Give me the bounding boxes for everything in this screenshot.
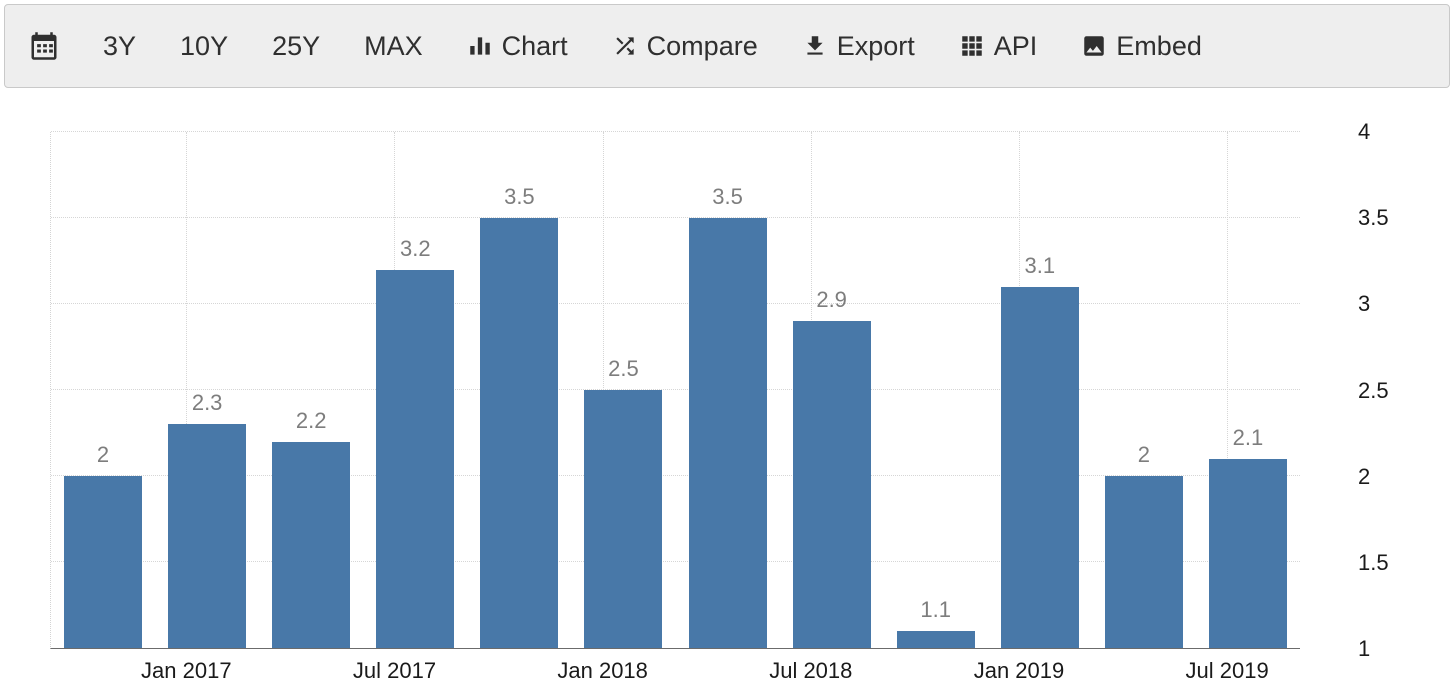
toolbar: 3Y 10Y 25Y MAX Chart Compare Export API: [4, 4, 1450, 88]
bar[interactable]: [168, 424, 247, 648]
range-10y-label: 10Y: [180, 30, 229, 61]
chart-type-button[interactable]: Chart: [467, 31, 568, 62]
export-label: Export: [836, 30, 915, 61]
range-25y-button[interactable]: 25Y: [272, 31, 320, 62]
bar-value-label: 2: [1137, 442, 1150, 468]
x-axis-label: Jul 2019: [1185, 658, 1269, 683]
bar[interactable]: [1104, 476, 1183, 648]
api-label: API: [993, 30, 1038, 61]
y-axis-tick-label: 2: [1358, 463, 1371, 489]
bar-value-label: 1.1: [920, 596, 951, 622]
v-gridline: [1227, 132, 1229, 648]
bar-value-label: 2.1: [1232, 424, 1264, 450]
h-gridline: [51, 217, 1300, 218]
y-axis-tick-label: 1: [1358, 636, 1371, 661]
x-axis-label: Jul 2017: [352, 658, 437, 683]
bar-value-label: 2.9: [816, 287, 847, 313]
range-max-label: MAX: [364, 30, 423, 61]
h-gridline: [51, 303, 1300, 304]
embed-button[interactable]: Embed: [1081, 31, 1202, 62]
shuffle-icon: [616, 37, 634, 55]
bar[interactable]: [896, 630, 975, 648]
export-button[interactable]: Export: [802, 31, 915, 62]
bar-value-label: 3.5: [504, 184, 535, 209]
bar[interactable]: [1000, 286, 1079, 648]
bar-value-label: 3.1: [1024, 252, 1056, 278]
y-axis-tick-label: 3: [1358, 291, 1371, 317]
compare-label: Compare: [646, 30, 758, 61]
plot-area: Jan 2017 Jul 2017 Jan 2018 Jul 2018 Jan 2019…: [50, 131, 1300, 683]
grid-icon: [962, 36, 982, 56]
bar[interactable]: [272, 441, 351, 648]
bar[interactable]: [688, 218, 767, 648]
embed-label: Embed: [1116, 30, 1202, 61]
bar[interactable]: [1208, 458, 1287, 648]
v-gridline: [186, 132, 188, 648]
bar[interactable]: [64, 476, 143, 648]
range-10y-button[interactable]: 10Y: [180, 31, 228, 62]
range-25y-label: 25Y: [272, 30, 321, 61]
h-gridline: [51, 561, 1300, 562]
y-axis-tick-label: 1.5: [1358, 549, 1389, 575]
range-3y-label: 3Y: [103, 30, 137, 61]
bar-value-label: 2.5: [608, 356, 639, 381]
bar-value-label: 2.3: [191, 390, 223, 416]
chart-area: Jan 2017 Jul 2017 Jan 2018 Jul 2018 Jan 2019…: [0, 92, 1454, 690]
calendar-icon: [31, 32, 57, 60]
compare-button[interactable]: Compare: [612, 31, 758, 62]
bar[interactable]: [584, 390, 663, 648]
bar[interactable]: [792, 321, 871, 648]
bar-value-label: 2.2: [295, 407, 327, 433]
image-icon: [1084, 36, 1105, 56]
range-3y-button[interactable]: 3Y: [103, 31, 136, 62]
h-gridline: [51, 131, 1300, 132]
bar-value-label: 3.5: [712, 184, 743, 209]
y-axis-tick-label: 2.5: [1358, 377, 1389, 403]
chart-type-label: Chart: [501, 30, 568, 61]
bar[interactable]: [376, 269, 455, 648]
y-axis-tick-label: 4: [1358, 119, 1371, 144]
h-gridline: [51, 475, 1300, 476]
download-icon: [807, 36, 823, 55]
bar-value-label: 2: [96, 442, 110, 468]
x-axis-label: Jan 2017: [141, 658, 232, 683]
x-axis-label: Jan 2019: [973, 658, 1065, 683]
y-axis: 1 1.5 2 2.5 3 3.5 4: [1300, 119, 1454, 661]
api-button[interactable]: API: [959, 30, 1038, 62]
h-gridline: [51, 389, 1300, 390]
x-axis-label: Jan 2018: [557, 658, 648, 683]
bar-chart-icon: [469, 37, 490, 55]
bar[interactable]: [480, 218, 559, 648]
range-max-button[interactable]: MAX: [364, 31, 423, 62]
calendar-button[interactable]: [29, 31, 59, 61]
x-axis-label: Jul 2018: [769, 658, 853, 683]
y-axis-tick-label: 3.5: [1358, 205, 1389, 231]
bar-value-label: 3.2: [399, 235, 431, 261]
